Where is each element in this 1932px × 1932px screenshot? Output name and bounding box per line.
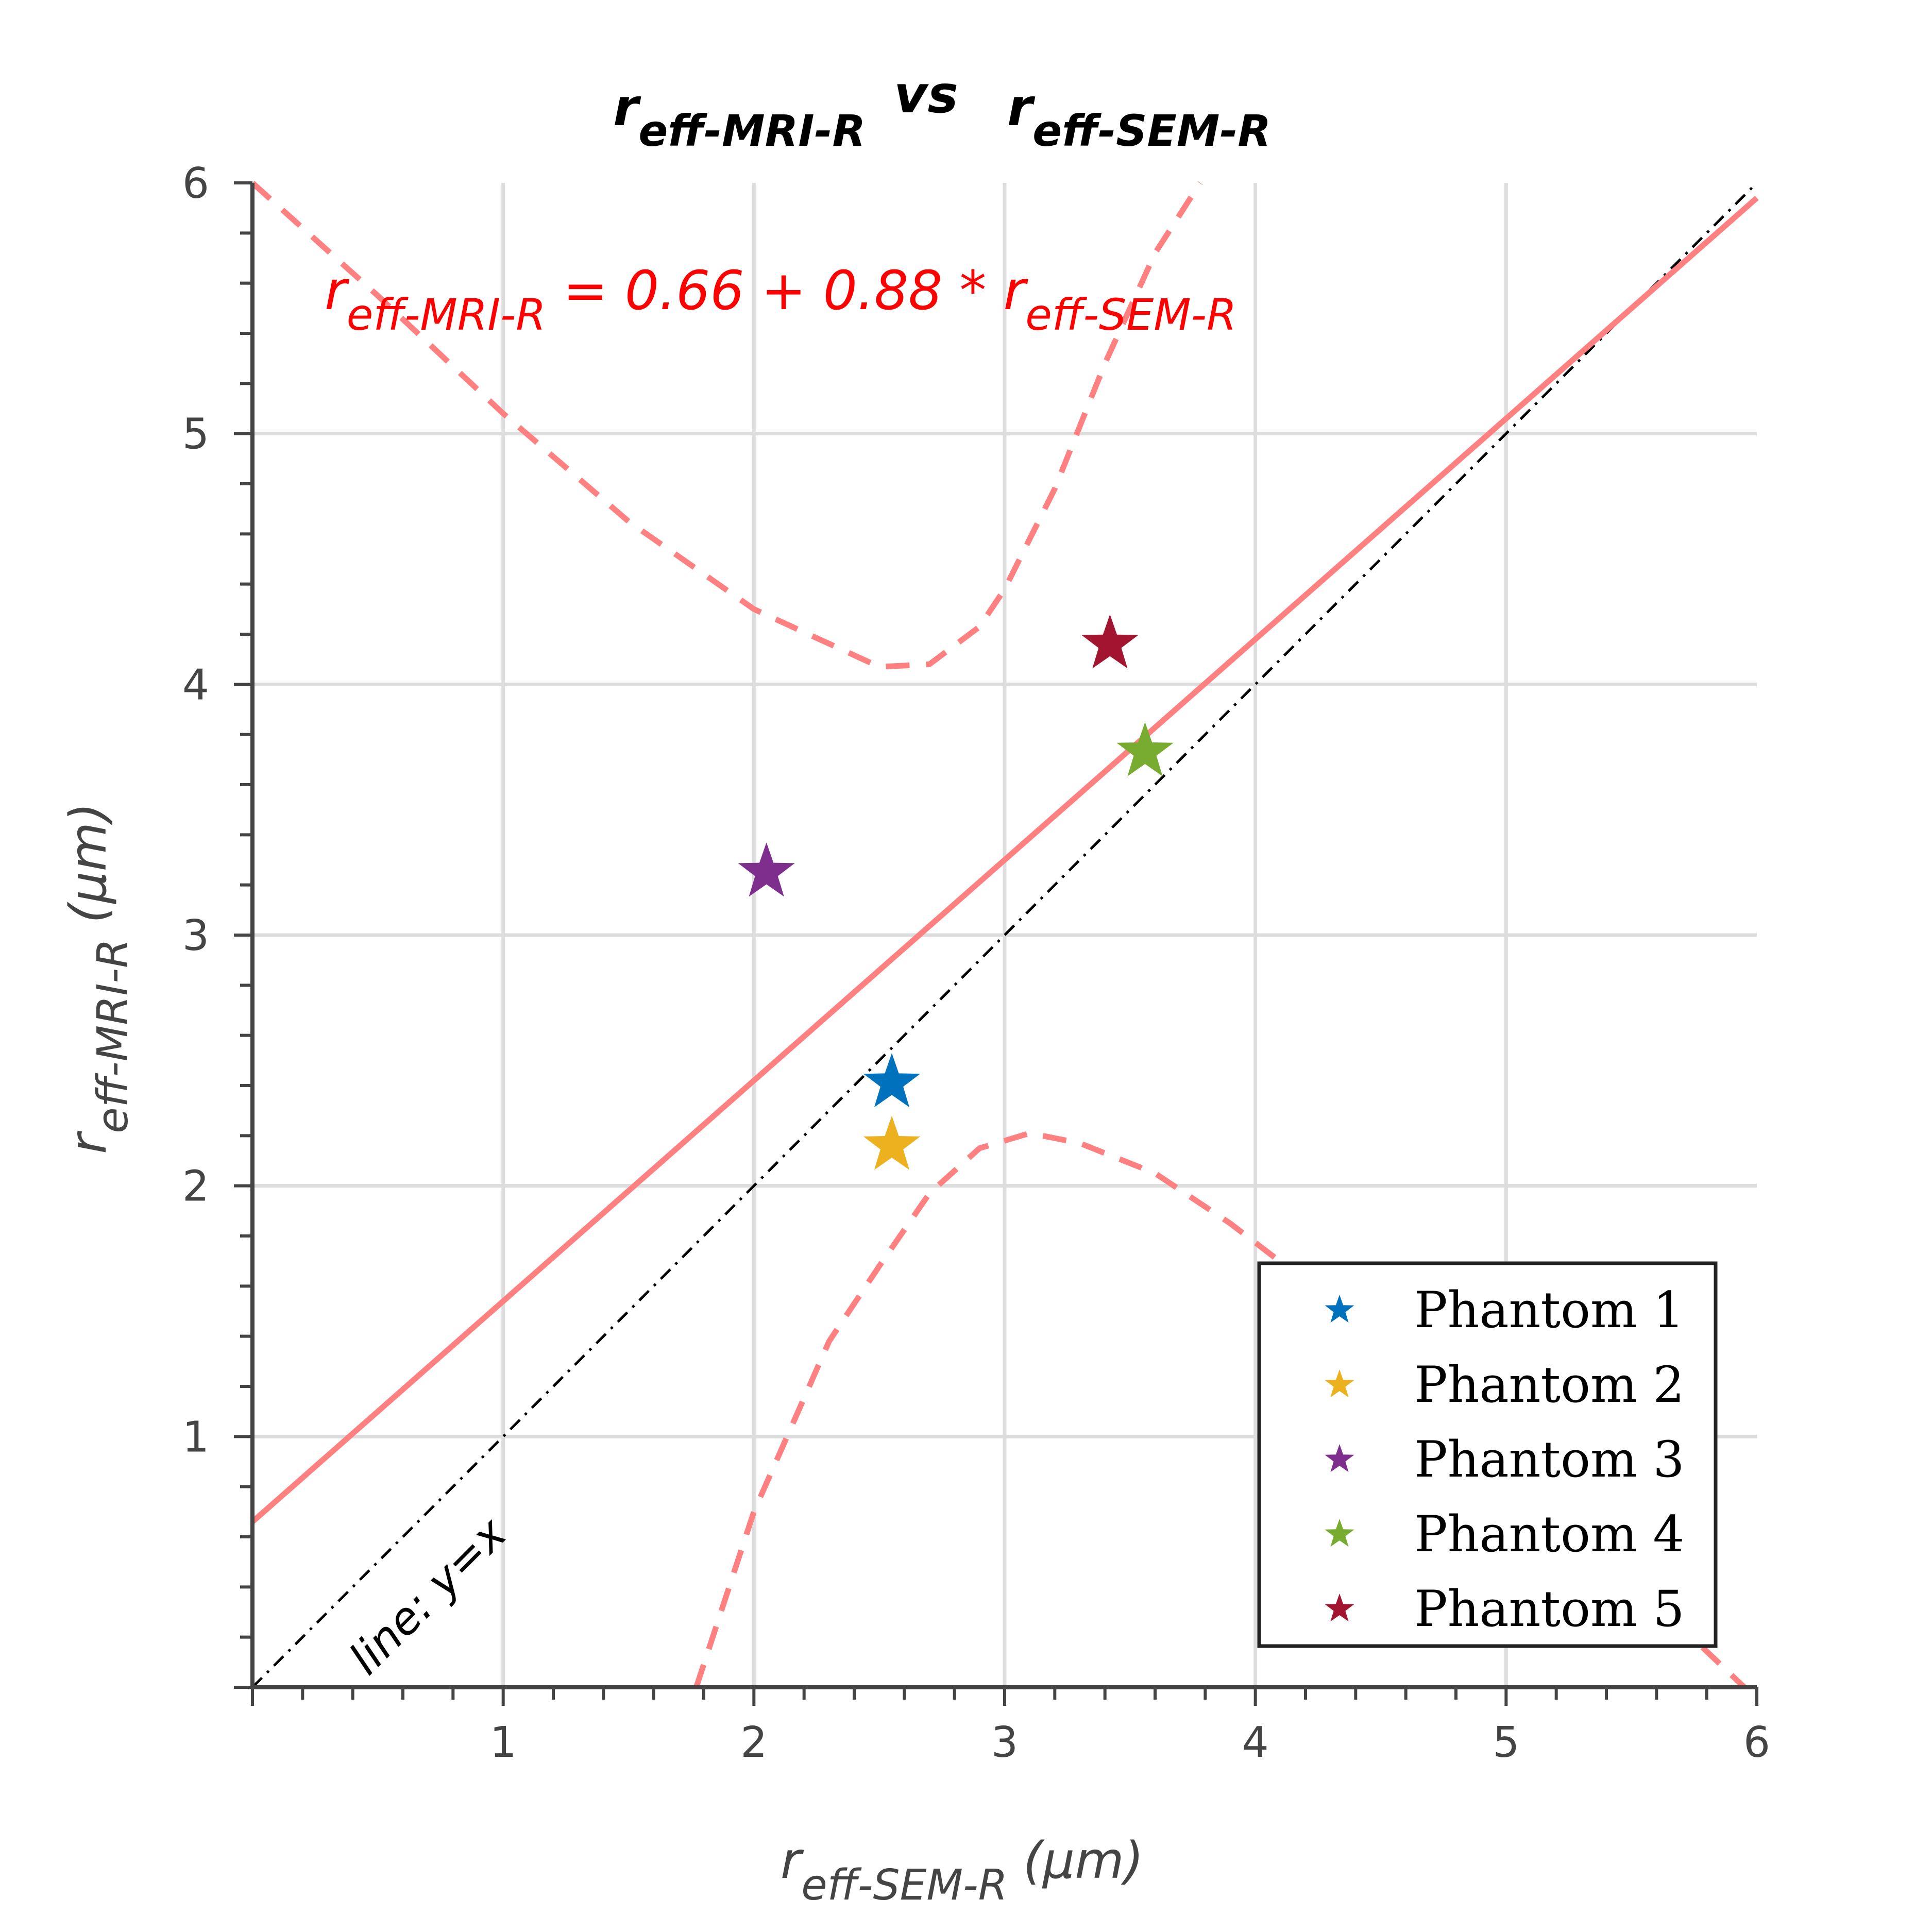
equation-lhs-sub: eff-MRI-R bbox=[347, 290, 546, 340]
equation-rhs: = 0.66 + 0.88 * bbox=[546, 259, 1004, 322]
x-tick-label: 6 bbox=[1743, 1718, 1770, 1767]
y-axis-label-main: r bbox=[59, 1130, 118, 1154]
y-tick-label: 1 bbox=[182, 1413, 209, 1462]
x-tick-label: 5 bbox=[1493, 1718, 1519, 1767]
x-axis-label-main: r bbox=[781, 1832, 804, 1890]
title-main-b: r bbox=[1007, 77, 1036, 138]
equation-rhs-main: r bbox=[1003, 259, 1028, 322]
y-axis-label-sub: eff-MRI-R bbox=[89, 939, 138, 1133]
ticks: 1 2 3 4 5 6 1 2 3 4 5 6 bbox=[182, 159, 1770, 1767]
legend-label-4: Phantom 4 bbox=[1414, 1505, 1684, 1563]
legend-marker-2 bbox=[1325, 1369, 1354, 1398]
x-axis-label: reff-SEM-R (μm) bbox=[781, 1832, 1144, 1910]
legend: Phantom 1 Phantom 2 Phantom 3 Phantom 4 Phan… bbox=[1257, 1261, 1718, 1648]
x-tick-label: 3 bbox=[991, 1718, 1018, 1767]
y-tick-label: 2 bbox=[182, 1162, 209, 1211]
fit-line bbox=[250, 196, 1759, 1524]
data-point-phantom-5 bbox=[1081, 614, 1139, 669]
fit-line-path bbox=[250, 196, 1759, 1524]
y-axis-label: reff-MRI-R (μm) bbox=[59, 803, 138, 1154]
x-tick-label: 1 bbox=[490, 1718, 517, 1767]
y-tick-label: 3 bbox=[182, 911, 209, 960]
title-mid: vs bbox=[894, 64, 958, 125]
legend-entries: Phantom 1 Phantom 2 Phantom 3 Phantom 4 Phan… bbox=[1325, 1281, 1684, 1638]
legend-marker-5 bbox=[1325, 1594, 1354, 1622]
legend-label-1: Phantom 1 bbox=[1414, 1281, 1684, 1339]
fit-equation: reff-MRI-R = 0.66 + 0.88 * reff-SEM-R bbox=[325, 259, 1236, 340]
legend-label-2: Phantom 2 bbox=[1414, 1356, 1684, 1414]
data-point-phantom-3 bbox=[738, 842, 795, 897]
y-tick-label: 4 bbox=[182, 660, 209, 709]
data-point-phantom-2 bbox=[863, 1115, 921, 1170]
data-points bbox=[738, 614, 1174, 1170]
x-axis-label-sub: eff-SEM-R bbox=[801, 1861, 1007, 1910]
chart-title: reff-MRI-Rvs reff-SEM-R bbox=[613, 64, 1271, 156]
legend-label-3: Phantom 3 bbox=[1414, 1431, 1684, 1488]
legend-marker-3 bbox=[1325, 1444, 1354, 1472]
y-tick-label: 5 bbox=[182, 410, 209, 459]
reference-line-path bbox=[251, 182, 1758, 1688]
y-tick-label: 6 bbox=[182, 159, 209, 208]
title-main-a: r bbox=[613, 77, 641, 138]
title-sub-b: eff-SEM-R bbox=[1032, 106, 1271, 156]
y-axis-label-unit: (μm) bbox=[59, 803, 118, 923]
x-tick-label: 2 bbox=[740, 1718, 767, 1767]
x-axis-label-unit: (μm) bbox=[1023, 1832, 1144, 1890]
reference-line bbox=[251, 182, 1758, 1688]
prediction-band-upper bbox=[250, 180, 1203, 670]
legend-label-5: Phantom 5 bbox=[1414, 1580, 1684, 1638]
legend-marker-4 bbox=[1325, 1519, 1354, 1547]
x-tick-label: 4 bbox=[1242, 1718, 1269, 1767]
data-point-phantom-1 bbox=[863, 1053, 921, 1108]
legend-marker-1 bbox=[1325, 1295, 1354, 1323]
equation-lhs-main: r bbox=[325, 259, 350, 322]
title-sub-a: eff-MRI-R bbox=[638, 106, 866, 156]
equation-rhs-sub: eff-SEM-R bbox=[1025, 290, 1236, 340]
reference-line-label: line: y=x bbox=[340, 1507, 517, 1685]
data-point-phantom-4 bbox=[1116, 722, 1174, 776]
